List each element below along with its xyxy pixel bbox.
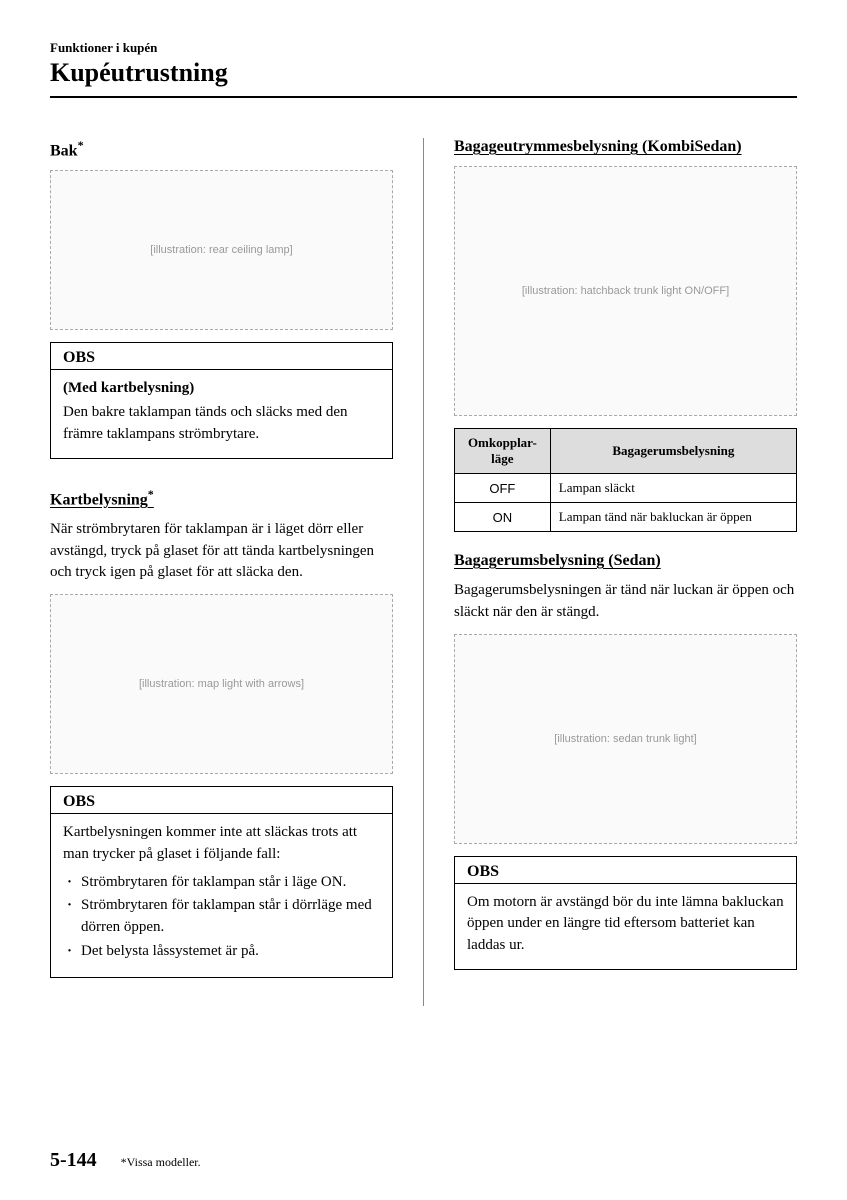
chapter-label: Funktioner i kupén	[50, 40, 797, 56]
title-divider	[50, 96, 797, 98]
table-row: OFF Lampan släckt	[455, 474, 797, 503]
list-item: Det belysta låssystemet är på.	[67, 941, 380, 963]
table-cell: OFF	[455, 474, 551, 503]
bak-asterisk: *	[78, 138, 84, 152]
bak-figure: [illustration: rear ceiling lamp]	[50, 170, 393, 330]
bak-heading-text: Bak	[50, 142, 78, 159]
bag-sedan-heading: Bagagerumsbelysning (Sedan)	[454, 552, 797, 570]
kart-text: När strömbrytaren för taklampan är i läg…	[50, 519, 393, 584]
page-footer: 5-144 *Vissa modeller.	[50, 1149, 797, 1172]
footnote: *Vissa modeller.	[121, 1155, 201, 1170]
obs2-text: Kartbelysningen kommer inte att släckas …	[63, 824, 357, 862]
bag-kombi-figure: [illustration: hatchback trunk light ON/…	[454, 166, 797, 416]
obs-box-1: OBS (Med kartbelysning) Den bakre taklam…	[50, 342, 393, 458]
table-cell: Lampan släckt	[550, 474, 796, 503]
page-title: Kupéutrustning	[50, 58, 797, 88]
obs-box-2: OBS Kartbelysningen kommer inte att släc…	[50, 786, 393, 978]
kart-heading: Kartbelysning*	[50, 487, 393, 509]
kart-heading-text: Kartbelysning	[50, 491, 148, 508]
bag-kombi-heading: Bagageutrymmesbelysning (KombiSedan)	[454, 138, 797, 156]
page-header: Funktioner i kupén Kupéutrustning	[50, 40, 797, 88]
list-item: Strömbrytaren för taklampan står i läge …	[67, 872, 380, 894]
table-cell: ON	[455, 503, 551, 532]
obs1-bold: (Med kartbelysning)	[63, 378, 380, 400]
bak-heading: Bak*	[50, 138, 393, 160]
kart-asterisk: *	[148, 487, 154, 501]
table-cell: Lampan tänd när bakluckan är öppen	[550, 503, 796, 532]
obs3-text: Om motorn är avstängd bör du inte lämna …	[467, 894, 784, 954]
kart-figure: [illustration: map light with arrows]	[50, 594, 393, 774]
column-divider	[423, 138, 424, 1006]
obs-box-3: OBS Om motorn är avstängd bör du inte lä…	[454, 856, 797, 970]
content-columns: Bak* [illustration: rear ceiling lamp] O…	[50, 138, 797, 1006]
obs1-body: (Med kartbelysning) Den bakre taklampan …	[51, 370, 392, 457]
obs1-title: OBS	[51, 343, 392, 370]
obs2-body: Kartbelysningen kommer inte att släckas …	[51, 814, 392, 977]
obs1-text: Den bakre taklampan tänds och släcks med…	[63, 404, 348, 442]
table-row: ON Lampan tänd när bakluckan är öppen	[455, 503, 797, 532]
right-column: Bagageutrymmesbelysning (KombiSedan) [il…	[454, 138, 797, 1006]
switch-table: Omkopplar-läge Bagagerumsbelysning OFF L…	[454, 428, 797, 532]
obs3-body: Om motorn är avstängd bör du inte lämna …	[455, 884, 796, 969]
list-item: Strömbrytaren för taklampan står i dörrl…	[67, 895, 380, 939]
obs3-title: OBS	[455, 857, 796, 884]
table-head-2: Bagagerumsbelysning	[550, 429, 796, 474]
bag-sedan-text: Bagagerumsbelysningen är tänd när luckan…	[454, 580, 797, 624]
obs2-list: Strömbrytaren för taklampan står i läge …	[63, 872, 380, 963]
obs2-title: OBS	[51, 787, 392, 814]
page-number: 5-144	[50, 1149, 97, 1172]
bag-sedan-figure: [illustration: sedan trunk light]	[454, 634, 797, 844]
table-head-1: Omkopplar-läge	[455, 429, 551, 474]
left-column: Bak* [illustration: rear ceiling lamp] O…	[50, 138, 393, 1006]
